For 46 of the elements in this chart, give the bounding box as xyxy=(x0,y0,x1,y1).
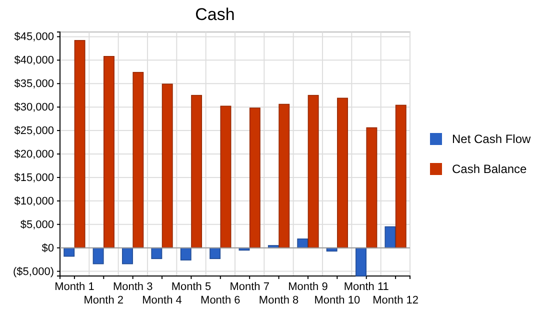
legend-label: Net Cash Flow xyxy=(452,132,532,146)
bar xyxy=(395,104,406,248)
bar xyxy=(249,108,260,248)
x-tick-label: Month 5 xyxy=(171,280,212,293)
bar xyxy=(122,247,133,264)
bar xyxy=(180,247,192,260)
y-tick-label: $10,000 xyxy=(14,195,54,208)
x-tick-label: Month 3 xyxy=(112,280,153,293)
bar xyxy=(151,247,162,260)
y-tick-label: $5,000 xyxy=(20,218,54,231)
x-tick-label: Month 1 xyxy=(54,280,94,293)
bar xyxy=(384,226,396,248)
y-tick-label: $35,000 xyxy=(14,78,54,90)
bar xyxy=(337,98,348,248)
y-tick-label: ($5,000) xyxy=(13,266,54,278)
x-tick-label: Month 10 xyxy=(314,294,360,306)
bar xyxy=(104,56,114,248)
y-tick-label: $25,000 xyxy=(14,125,54,138)
x-tick-label: Month 9 xyxy=(288,280,328,293)
x-tick-label: Month 7 xyxy=(230,280,270,293)
x-tick-label: Month 12 xyxy=(372,294,418,306)
bar xyxy=(366,127,378,248)
x-tick-label: Month 2 xyxy=(84,294,124,306)
chart-title: Cash xyxy=(195,5,235,24)
bar xyxy=(191,94,202,248)
bar xyxy=(297,238,308,248)
x-tick-label: Month 8 xyxy=(258,294,299,306)
bar xyxy=(356,247,366,276)
y-tick-label: $20,000 xyxy=(14,148,54,161)
y-tick-label: $30,000 xyxy=(14,102,54,114)
bar xyxy=(220,106,232,248)
x-tick-label: Month 6 xyxy=(200,294,240,306)
x-tick-label: Month 4 xyxy=(142,294,182,306)
y-tick-label: $0 xyxy=(42,242,54,254)
y-tick-label: $45,000 xyxy=(14,31,54,44)
x-tick-label: Month 11 xyxy=(344,280,389,293)
bar xyxy=(308,94,319,248)
legend-label: Cash Balance xyxy=(452,162,528,176)
bar xyxy=(210,247,221,260)
bar xyxy=(278,104,290,248)
bar xyxy=(162,84,173,248)
bar xyxy=(92,247,104,264)
bar xyxy=(132,72,144,248)
bar xyxy=(74,40,86,248)
y-tick-label: $15,000 xyxy=(14,172,54,184)
y-tick-label: $40,000 xyxy=(14,54,54,67)
